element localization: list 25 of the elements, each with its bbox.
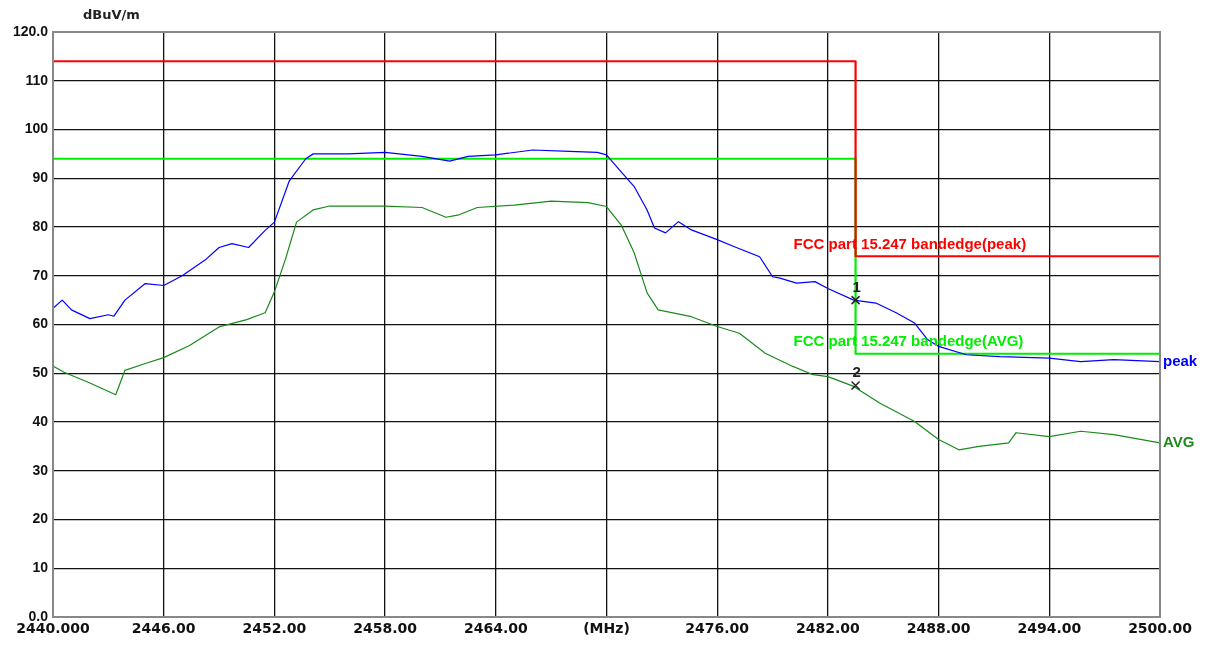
y-tick-label: 60 — [32, 315, 49, 332]
y-tick-label: 110 — [25, 71, 49, 88]
y-tick-label: 40 — [32, 412, 49, 429]
y-tick-label: 80 — [32, 217, 49, 234]
x-tick-label: 2482.00 — [796, 620, 861, 637]
y-tick-label: 50 — [32, 364, 49, 381]
x-tick-label: 2446.00 — [131, 620, 196, 637]
x-tick-label: 2452.00 — [242, 620, 307, 637]
y-tick-label: 100 — [24, 120, 49, 137]
series-label: peak — [1163, 351, 1198, 369]
x-tick-label: 2488.00 — [906, 620, 971, 637]
x-tick-label: 2458.00 — [353, 620, 418, 637]
series-label: AVG — [1163, 433, 1195, 451]
y-tick-label: 30 — [32, 461, 49, 478]
x-tick-label: 2476.00 — [685, 620, 750, 637]
y-axis-title: dBuV/m — [83, 7, 140, 23]
x-tick-label: 2464.00 — [463, 620, 528, 637]
y-tick-label: 20 — [32, 510, 49, 527]
y-tick-label: 10 — [32, 559, 49, 576]
x-tick-label: 2494.00 — [1017, 620, 1082, 637]
x-tick-label: (MHz) — [583, 620, 630, 637]
x-tick-label: 2500.00 — [1128, 620, 1193, 637]
y-tick-label: 120.0 — [12, 22, 49, 39]
y-tick-label: 70 — [32, 266, 49, 283]
y-tick-label: 90 — [32, 169, 49, 186]
